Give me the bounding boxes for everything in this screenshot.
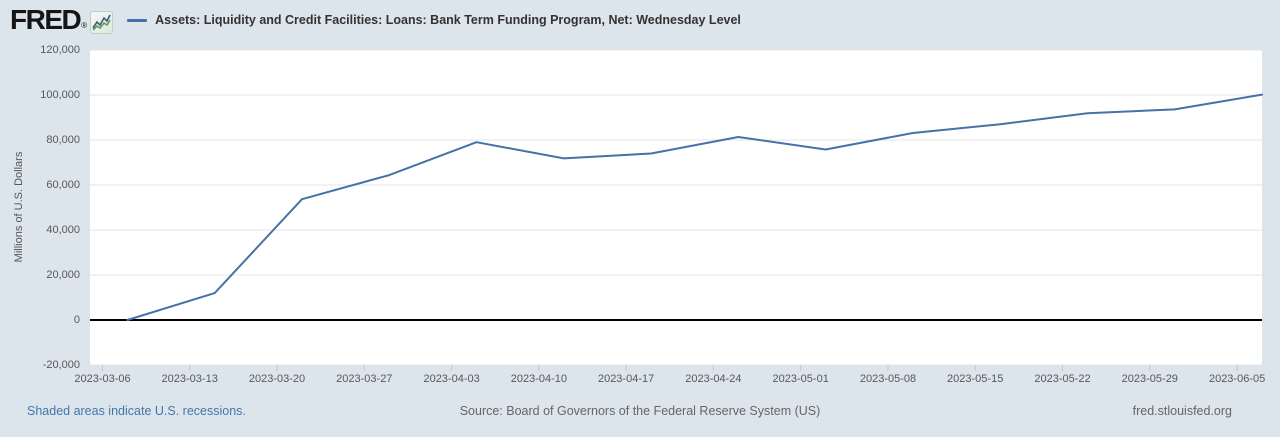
fred-site-link[interactable]: fred.stlouisfed.org	[1132, 404, 1232, 418]
y-axis-tick-label: 60,000	[46, 179, 80, 191]
x-axis-tick-label: 2023-04-17	[597, 373, 655, 385]
x-axis-tick-label: 2023-03-06	[74, 373, 131, 385]
y-axis-tick-label: 0	[73, 314, 80, 326]
y-axis-tick-label: 100,000	[40, 89, 80, 101]
recession-note-link[interactable]: Shaded areas indicate U.S. recessions.	[27, 404, 246, 418]
x-axis-tick-label: 2023-03-27	[336, 373, 393, 385]
y-axis-tick-label: 40,000	[46, 224, 80, 236]
y-axis-title: Millions of U.S. Dollars	[13, 151, 25, 263]
x-axis-tick-label: 2023-05-15	[947, 373, 1004, 385]
data-series-line	[126, 93, 1263, 321]
x-axis-tick-label: 2023-04-10	[510, 373, 568, 385]
y-axis-tick-label: 20,000	[46, 269, 80, 281]
x-axis-tick-label: 2023-05-29	[1121, 373, 1178, 385]
plot-background	[90, 50, 1262, 365]
y-axis-tick-label: 80,000	[46, 134, 80, 146]
registered-trademark-mark: ®	[81, 21, 88, 30]
x-axis-tick-label: 2023-03-20	[248, 373, 306, 385]
y-axis-tick-label: -20,000	[42, 359, 80, 371]
legend-line-swatch	[127, 18, 148, 22]
fred-sparkline-icon	[90, 11, 114, 34]
x-axis-tick-label: 2023-04-03	[423, 373, 480, 385]
x-axis-tick-label: 2023-05-22	[1034, 373, 1091, 385]
x-axis-tick-label: 2023-05-08	[859, 373, 917, 385]
fred-logo[interactable]: FRED ®	[10, 4, 114, 35]
x-axis-tick-label: 2023-05-01	[772, 373, 829, 385]
chart-footer: Shaded areas indicate U.S. recessions. S…	[0, 404, 1280, 422]
source-attribution: Source: Board of Governors of the Federa…	[459, 404, 821, 418]
x-axis-tick-label: 2023-04-24	[685, 373, 742, 385]
x-axis-tick-label: 2023-03-13	[161, 373, 218, 385]
series-title[interactable]: Assets: Liquidity and Credit Facilities:…	[155, 13, 741, 27]
x-axis-tick-label: 2023-06-05	[1208, 373, 1266, 385]
y-axis-tick-label: 120,000	[40, 44, 80, 56]
chart-header: FRED ® Assets: Liquidity and Credit Faci…	[0, 0, 1280, 40]
fred-logo-text: FRED	[10, 4, 82, 35]
